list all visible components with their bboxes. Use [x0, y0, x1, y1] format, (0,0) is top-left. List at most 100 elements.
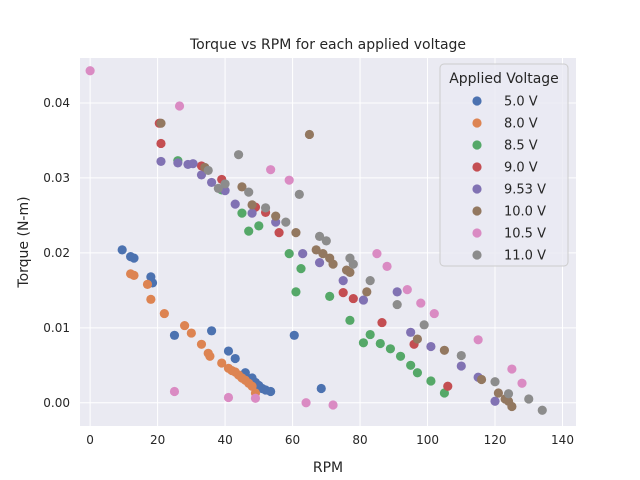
x-tick-label: 80 — [352, 433, 367, 447]
data-point — [173, 158, 183, 168]
legend-marker — [472, 162, 482, 172]
data-point — [402, 284, 412, 295]
data-point — [203, 165, 213, 176]
legend-label: 9.53 V — [504, 183, 546, 198]
data-point — [142, 279, 153, 289]
data-point — [117, 245, 127, 255]
data-point — [174, 101, 185, 111]
series-5-0-v — [117, 245, 326, 397]
data-point — [244, 226, 254, 236]
data-point — [205, 351, 215, 361]
y-tick-labels: 0.00 0.01 0.02 0.03 0.04 — [43, 96, 70, 410]
data-point — [217, 358, 227, 368]
data-point — [362, 287, 372, 297]
data-point — [345, 315, 355, 325]
series-10-5-v — [85, 66, 527, 410]
data-point — [392, 287, 402, 297]
data-point — [328, 400, 338, 410]
y-tick-label: 0.01 — [43, 321, 70, 335]
legend-label: 5.0 V — [504, 95, 538, 110]
x-tick-label: 0 — [86, 433, 94, 447]
data-point — [237, 208, 247, 218]
data-point — [406, 360, 416, 370]
data-point — [281, 217, 291, 227]
data-point — [271, 211, 281, 221]
data-point — [412, 334, 423, 344]
data-point — [250, 393, 261, 403]
data-point — [507, 364, 517, 374]
data-point — [338, 287, 348, 298]
data-point — [129, 253, 139, 263]
data-point — [179, 320, 190, 331]
y-tick-label: 0.03 — [43, 171, 70, 185]
data-point — [274, 228, 284, 238]
data-point — [186, 328, 196, 338]
series-8-5-v — [173, 156, 450, 398]
data-point — [260, 203, 271, 213]
data-point — [146, 294, 156, 304]
data-point — [328, 259, 338, 269]
series-9-53-v — [156, 156, 500, 406]
data-point — [188, 159, 198, 169]
data-point — [254, 221, 264, 231]
data-point — [213, 183, 223, 194]
data-point — [493, 388, 503, 398]
series-10-0-v — [156, 118, 517, 412]
data-point — [416, 298, 426, 308]
data-point — [304, 129, 315, 140]
data-point — [406, 327, 416, 337]
data-point — [291, 287, 301, 297]
data-point — [169, 330, 180, 340]
data-point — [358, 295, 369, 305]
legend-marker — [472, 96, 482, 106]
data-point — [348, 259, 358, 269]
data-point — [412, 368, 423, 378]
data-point — [298, 249, 308, 259]
data-point — [372, 249, 382, 259]
legend-label: 11.0 V — [504, 249, 546, 264]
data-point — [490, 396, 500, 406]
data-point — [375, 338, 385, 349]
data-point — [247, 208, 257, 218]
data-point — [426, 341, 436, 352]
legend-marker — [472, 206, 482, 216]
data-point — [503, 389, 514, 399]
data-point — [377, 317, 387, 328]
data-point — [456, 361, 466, 371]
y-axis-label: Torque (N-m) — [16, 196, 32, 288]
chart-title: Torque vs RPM for each applied voltage — [189, 37, 466, 53]
data-point — [85, 66, 95, 76]
data-point — [537, 405, 547, 415]
series-8-0-v — [126, 269, 261, 398]
data-point — [230, 199, 240, 209]
data-point — [247, 200, 257, 210]
data-point — [311, 245, 321, 255]
data-point — [206, 177, 217, 188]
data-point — [301, 398, 311, 408]
data-point — [129, 270, 139, 280]
data-point — [169, 386, 180, 397]
data-point — [338, 275, 348, 286]
data-point — [517, 378, 527, 388]
x-tick-label: 100 — [416, 433, 439, 447]
legend-label: 9.0 V — [504, 161, 538, 176]
data-point — [456, 350, 466, 361]
data-point — [426, 376, 436, 386]
x-tick-label: 20 — [150, 433, 165, 447]
data-point — [429, 308, 439, 319]
data-point — [223, 346, 234, 356]
legend-marker — [472, 184, 482, 194]
data-point — [395, 351, 406, 361]
x-tick-label: 40 — [217, 433, 232, 447]
series-11-0-v — [203, 150, 547, 415]
legend-box — [439, 63, 569, 267]
legend-marker — [472, 228, 482, 238]
data-point — [314, 231, 325, 241]
legend: Applied Voltage 5.0 V 8.0 V 8.5 V 9.0 V 9.53… — [439, 63, 569, 267]
data-point — [244, 187, 254, 197]
x-tick-label: 140 — [551, 433, 574, 447]
legend-marker — [472, 250, 482, 260]
data-point — [392, 299, 402, 310]
data-point — [439, 345, 450, 355]
